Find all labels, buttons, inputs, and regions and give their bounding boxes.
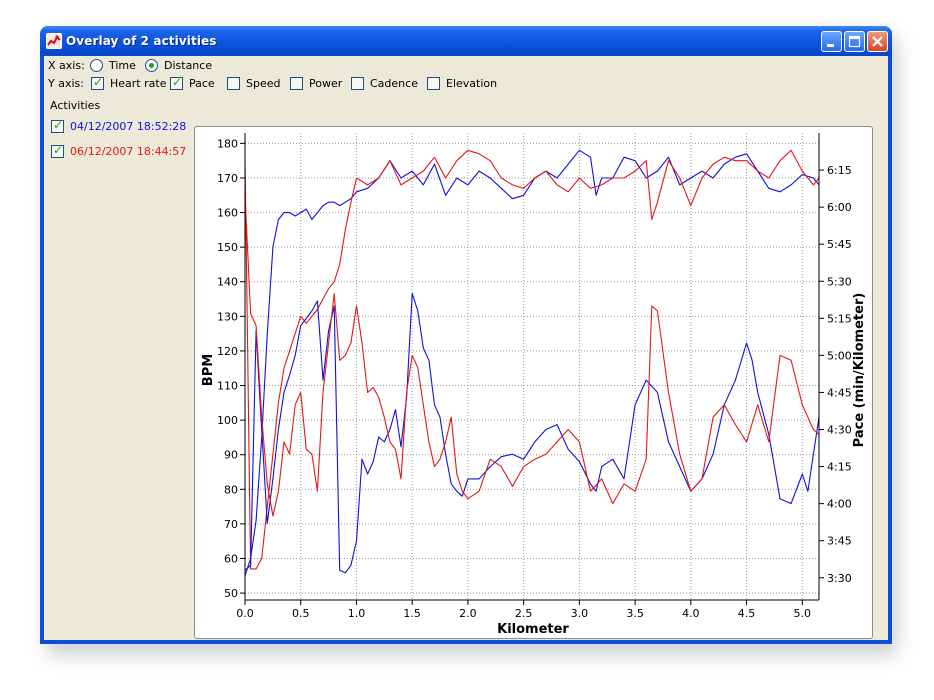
chart-grid: [245, 133, 819, 600]
y2-tick-label: 6:00: [827, 201, 852, 214]
series-line-4: [244, 194, 820, 517]
time-radio[interactable]: [90, 59, 103, 72]
close-icon: [872, 36, 883, 47]
x-axis-label: X axis:: [48, 59, 85, 72]
activity-2-checkbox[interactable]: ✓: [51, 143, 64, 158]
elevation-checkbox[interactable]: [427, 77, 440, 90]
y-tick-label: 140: [217, 276, 238, 289]
y2-tick-label: 5:45: [827, 238, 852, 251]
window-title: Overlay of 2 activities: [66, 34, 217, 48]
y-tick-label: 100: [217, 414, 238, 427]
chart-panel: 0.0 0.5 1.0 1.5 2.0 2.5 3.0 3.5 4.0 4.5 5.0 50 60 70 8…: [194, 126, 873, 639]
y-tick-label: 50: [224, 587, 238, 600]
minimize-icon: [827, 44, 834, 47]
speed-checkbox[interactable]: [227, 77, 240, 90]
app-window: Overlay of 2 activities X axis: Time Dis…: [40, 26, 892, 644]
elevation-label[interactable]: Elevation: [446, 77, 498, 90]
activity-2-label[interactable]: 06/12/2007 18:44:57: [70, 145, 187, 158]
speed-label[interactable]: Speed: [246, 77, 281, 90]
cadence-checkbox[interactable]: [351, 77, 364, 90]
x-tick-label: 2.5: [515, 607, 533, 620]
time-radio-label[interactable]: Time: [109, 59, 136, 72]
y-tick-label: 170: [217, 172, 238, 185]
power-label[interactable]: Power: [309, 77, 343, 90]
y2-tick-label: 4:00: [827, 498, 852, 511]
y-tick-label: 180: [217, 137, 238, 150]
maximize-button[interactable]: [844, 31, 865, 52]
y-tick-label: 130: [217, 310, 238, 323]
distance-radio-label[interactable]: Distance: [164, 59, 213, 72]
y-tick-label: 110: [217, 380, 238, 393]
series-line-3: [244, 293, 820, 574]
left-axis-title: BPM: [201, 354, 216, 386]
heart-rate-label[interactable]: Heart rate: [110, 77, 167, 90]
power-checkbox[interactable]: [290, 77, 303, 90]
y2-tick-label: 4:45: [827, 386, 852, 399]
x-tick-label: 3.5: [626, 607, 644, 620]
heart-rate-checkbox[interactable]: ✓: [91, 75, 104, 90]
right-axis-title: Pace (min/Kilometer): [852, 293, 867, 448]
y-tick-label: 60: [224, 552, 238, 565]
y-tick-label: 80: [224, 483, 238, 496]
y2-tick-label: 4:15: [827, 461, 852, 474]
y2-tick-label: 5:30: [827, 275, 852, 288]
x-tick-label: 0.5: [292, 607, 310, 620]
title-bar[interactable]: Overlay of 2 activities: [40, 26, 892, 56]
cadence-label[interactable]: Cadence: [370, 77, 418, 90]
activity-1-label[interactable]: 04/12/2007 18:52:28: [70, 120, 187, 133]
series-line-2: [244, 149, 820, 570]
x-axis-title: Kilometer: [497, 622, 569, 637]
y2-tick-label: 3:45: [827, 535, 852, 548]
x-tick-label: 2.0: [459, 607, 477, 620]
x-tick-label: 0.0: [236, 607, 254, 620]
x-tick-label: 4.0: [682, 607, 700, 620]
activity-1-checkbox[interactable]: ✓: [51, 118, 64, 133]
distance-radio[interactable]: [145, 59, 158, 72]
client-area: X axis: Time Distance Y axis: ✓ Heart ra…: [44, 56, 888, 640]
y2-tick-label: 5:15: [827, 312, 852, 325]
app-icon: [46, 33, 62, 49]
overlay-chart: 0.0 0.5 1.0 1.5 2.0 2.5 3.0 3.5 4.0 4.5 5.0 50 60 70 8…: [201, 133, 867, 637]
close-button[interactable]: [867, 31, 888, 52]
y2-tick-label: 6:15: [827, 164, 852, 177]
pace-checkbox[interactable]: ✓: [170, 75, 183, 90]
minimize-button[interactable]: [821, 31, 842, 52]
x-tick-label: 4.5: [738, 607, 756, 620]
activities-heading: Activities: [50, 99, 101, 112]
y-tick-label: 160: [217, 207, 238, 220]
x-tick-label: 5.0: [794, 607, 812, 620]
maximize-icon: [848, 35, 861, 48]
pace-label[interactable]: Pace: [189, 77, 215, 90]
x-tick-label: 1.5: [403, 607, 421, 620]
y-tick-label: 150: [217, 241, 238, 254]
chart-axes: 0.0 0.5 1.0 1.5 2.0 2.5 3.0 3.5 4.0 4.5 5.0 50 60 70 8…: [217, 133, 852, 620]
y-tick-label: 70: [224, 518, 238, 531]
y2-tick-label: 3:30: [827, 572, 852, 585]
y-tick-label: 90: [224, 449, 238, 462]
y-axis-label: Y axis:: [48, 77, 84, 90]
y2-tick-label: 5:00: [827, 349, 852, 362]
series-line-1: [244, 149, 820, 576]
chart-series: [244, 149, 820, 576]
x-tick-label: 3.0: [571, 607, 589, 620]
y2-tick-label: 4:30: [827, 424, 852, 437]
x-tick-label: 1.0: [348, 607, 366, 620]
y-tick-label: 120: [217, 345, 238, 358]
